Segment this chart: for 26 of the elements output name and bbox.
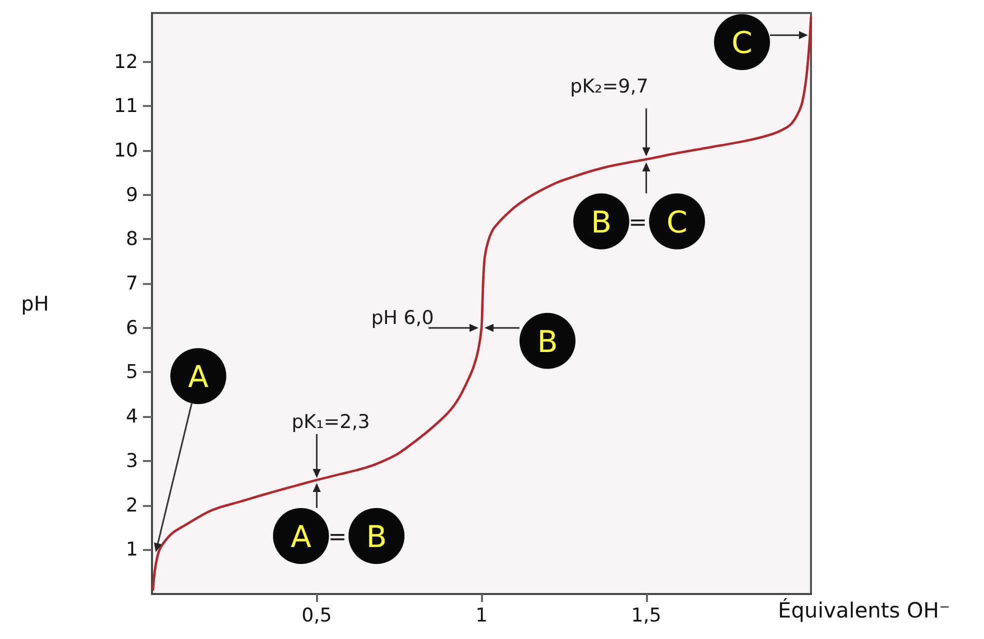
y-tick-label: 8 [126, 228, 138, 250]
y-tick-label: 5 [126, 361, 138, 384]
y-tick-label: 11 [114, 95, 138, 118]
annotation: A = B [290, 520, 387, 555]
x-tick-label: 1,5 [631, 604, 662, 626]
y-tick-label: 2 [126, 494, 138, 516]
annotation: B = C [590, 204, 688, 240]
annotation: pH 6,0 [371, 306, 434, 329]
y-axis-title: pH [21, 292, 49, 316]
y-tick-label: 1 [126, 538, 138, 561]
y-tick-label: 9 [126, 184, 138, 206]
annotation: C [732, 26, 752, 61]
annotation: B [537, 324, 558, 360]
annotation: A [188, 360, 210, 395]
line-series [152, 16, 812, 591]
annotation: pK₂=9,7 [570, 75, 648, 98]
y-tick-label: 7 [126, 272, 138, 295]
x-tick-label: 0,5 [302, 604, 332, 626]
y-tick-label: 12 [114, 50, 138, 73]
y-tick-label: 4 [126, 406, 138, 428]
annotation: pK₁=2,3 [292, 411, 370, 434]
y-tick-label: 3 [126, 450, 138, 472]
y-tick-label: 10 [114, 139, 138, 162]
x-axis-title: Équivalents OH⁻ [778, 598, 950, 622]
y-tick-label: 6 [126, 316, 138, 339]
x-tick-label: 1 [475, 604, 488, 626]
